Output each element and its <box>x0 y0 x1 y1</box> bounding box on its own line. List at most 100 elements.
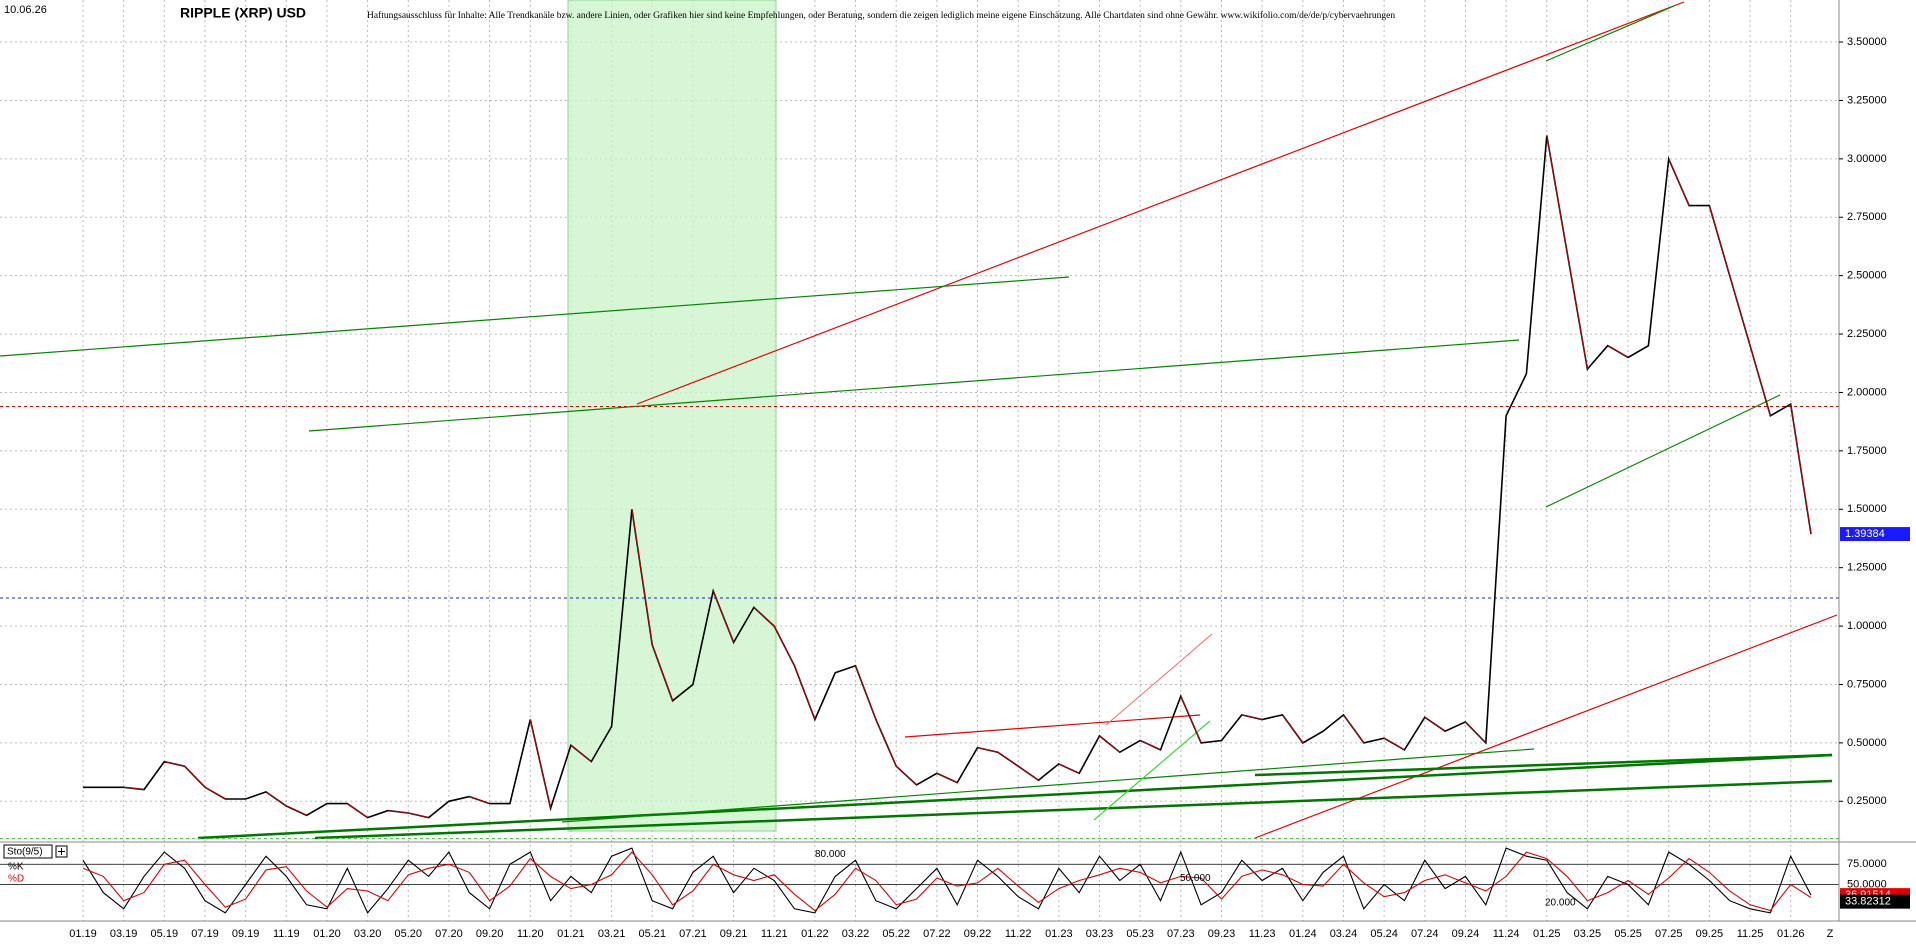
down-segment <box>651 644 673 701</box>
x-tick-label: 03.21 <box>598 928 626 940</box>
down-segment <box>631 509 653 645</box>
x-tick-label: 03.25 <box>1574 928 1602 940</box>
down-segment <box>387 810 409 814</box>
y-tick-label: 1.50000 <box>1847 503 1887 515</box>
down-segment <box>286 805 307 816</box>
x-tick-label: 01.20 <box>313 928 341 940</box>
plus-icon <box>58 848 65 855</box>
down-segment <box>1790 404 1812 535</box>
x-tick-label: 07.24 <box>1411 928 1439 940</box>
disclaimer: Haftungsausschluss für Inhalte: Alle Tre… <box>367 10 1395 21</box>
x-tick-label: 09.22 <box>964 928 992 940</box>
down-segment <box>123 786 145 791</box>
y-tick-label: 0.75000 <box>1847 678 1887 690</box>
highlight-zone <box>567 0 777 832</box>
last-value-box <box>1840 894 1910 909</box>
level-label: 80.000 <box>815 849 846 860</box>
down-segment <box>1099 735 1121 753</box>
x-tick-label: 03.24 <box>1330 928 1358 940</box>
down-segment <box>875 719 897 767</box>
x-tick-label: 09.23 <box>1208 928 1236 940</box>
x-tick-label: 01.23 <box>1045 928 1073 940</box>
y-tick-label: 2.50000 <box>1847 270 1887 282</box>
indicator-title: Sto(9/5) <box>7 847 43 858</box>
down-segment <box>753 607 775 627</box>
y-tick-label: 2.00000 <box>1847 386 1887 398</box>
x-tick-label: 11.23 <box>1249 928 1276 940</box>
down-segment <box>164 761 185 767</box>
price-line <box>82 847 1812 914</box>
x-tick-label: 05.19 <box>151 928 179 940</box>
last-price-label: 1.39384 <box>1845 528 1885 540</box>
down-segment <box>1424 716 1446 732</box>
x-tick-label: 11.22 <box>1005 928 1032 940</box>
y-tick-label: 2.25000 <box>1847 328 1887 340</box>
down-segment <box>529 719 551 809</box>
x-tick-label: 11.19 <box>273 928 300 940</box>
down-segment <box>1668 158 1690 206</box>
x-tick-label: 05.22 <box>882 928 910 940</box>
x-tick-label: 01.24 <box>1289 928 1317 940</box>
down-segment <box>1465 721 1487 744</box>
x-tick-label: 11.21 <box>761 928 788 940</box>
down-segment <box>977 747 998 753</box>
y-tick-label: 0.50000 <box>1847 737 1887 749</box>
y-tick-label: 1.25000 <box>1847 562 1887 574</box>
down-segment <box>773 625 795 666</box>
marks <box>0 135 1839 914</box>
x-tick-label: 01.26 <box>1777 928 1805 940</box>
legend-label: %K <box>8 862 24 873</box>
y-tick-label: 2.75000 <box>1847 211 1887 223</box>
down-segment <box>1749 345 1771 416</box>
down-segment <box>1058 763 1080 774</box>
down-segment <box>1241 714 1263 720</box>
x-tick-label: 09.19 <box>232 928 260 940</box>
x-tick-label: 03.22 <box>842 928 870 940</box>
x-tick-label: 09.20 <box>476 928 504 940</box>
down-segment <box>1709 205 1731 276</box>
down-segment <box>1139 740 1161 751</box>
x-tick-label: 01.25 <box>1533 928 1561 940</box>
x-end-label: Z <box>1827 928 1834 940</box>
down-segment <box>997 751 1019 767</box>
down-segment <box>1566 252 1588 370</box>
y-tick-label: 1.75000 <box>1847 445 1887 457</box>
x-tick-label: 03.20 <box>354 928 382 940</box>
x-tick-label: 03.19 <box>110 928 138 940</box>
down-segment <box>204 786 226 800</box>
y-tick-label: 3.50000 <box>1847 36 1887 48</box>
down-segment <box>1017 765 1039 781</box>
x-tick-label: 11.25 <box>1737 928 1764 940</box>
y2-tick-label: 50.0000 <box>1847 878 1887 890</box>
x-tick-label: 09.25 <box>1696 928 1724 940</box>
x-tick-label: 05.23 <box>1126 928 1154 940</box>
down-segment <box>895 765 917 786</box>
last-price-box <box>1840 527 1910 542</box>
down-segment <box>347 803 368 818</box>
x-tick-label: 07.20 <box>435 928 463 940</box>
indicator-box[interactable] <box>3 844 53 859</box>
trend-lines <box>0 1 1838 840</box>
down-segment <box>1729 275 1751 346</box>
down-segment <box>794 665 816 720</box>
down-segment <box>184 765 206 788</box>
x-tick-label: 01.21 <box>557 928 585 940</box>
x-tick-label: 09.24 <box>1452 928 1480 940</box>
x-tick-label: 05.20 <box>395 928 423 940</box>
down-segment <box>1383 737 1405 751</box>
y-tick-label: 3.25000 <box>1847 94 1887 106</box>
last-value-label: 33.82312 <box>1845 896 1891 908</box>
down-segment <box>1607 345 1629 358</box>
x-tick-label: 09.21 <box>720 928 748 940</box>
x-tick-label: 07.19 <box>191 928 219 940</box>
x-tick-label: 07.21 <box>679 928 707 940</box>
date: 10.06.26 <box>4 4 47 16</box>
down-segment <box>469 796 490 805</box>
down-segment <box>1180 696 1202 744</box>
x-tick-label: 07.25 <box>1655 928 1683 940</box>
x-tick-label: 11.24 <box>1493 928 1520 940</box>
legend-label: %D <box>8 874 24 885</box>
x-tick-label: 05.25 <box>1614 928 1642 940</box>
